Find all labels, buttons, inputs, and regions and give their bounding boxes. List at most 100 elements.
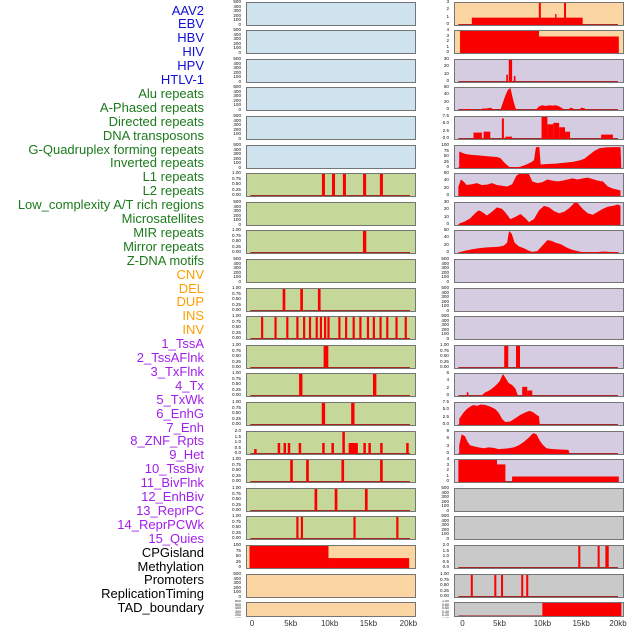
y-tick-label: 7.5 bbox=[442, 114, 449, 118]
y-tick-label: 0.0 bbox=[234, 450, 241, 456]
y-tick-label: 2 bbox=[446, 384, 449, 390]
track-label: 3_TxFlnk bbox=[150, 363, 204, 379]
y-axis-ticks: 1.000.800.600.400.200.00 bbox=[409, 600, 449, 618]
track-plot bbox=[454, 459, 624, 483]
y-tick-label: 4 bbox=[446, 457, 449, 461]
y-tick-label: 200 bbox=[233, 155, 241, 161]
red-series bbox=[458, 147, 622, 168]
y-tick-label: 5.0 bbox=[442, 406, 449, 412]
track-plot bbox=[246, 516, 416, 540]
y-tick-label: 2.5 bbox=[442, 127, 449, 133]
y-tick-label: 0 bbox=[238, 564, 241, 570]
y-tick-label: 400 bbox=[441, 317, 449, 323]
y-axis-ticks: 500 400 300 200 100 0 bbox=[409, 286, 449, 313]
y-tick-label: 0.50 bbox=[232, 467, 241, 473]
y-tick-label: 400 bbox=[233, 88, 241, 94]
y-axis-ticks: 500 400 300 200 100 0 bbox=[201, 200, 241, 227]
track-label: TAD_boundary bbox=[117, 600, 204, 616]
y-tick-label: 0 bbox=[446, 535, 449, 541]
y-tick-label: 200 bbox=[441, 298, 449, 304]
track-label: 12_EnhBiv bbox=[141, 489, 204, 504]
y-tick-label: 0.40 bbox=[442, 609, 449, 614]
y-axis-ticks: 2.0 1.5 1.0 0.5 0.0 bbox=[409, 543, 449, 570]
y-tick-label: 100 bbox=[233, 589, 241, 595]
y-axis-ticks: 30 20 10 0 bbox=[409, 57, 449, 84]
red-series bbox=[458, 460, 619, 482]
y-tick-label: 100 bbox=[233, 160, 241, 166]
track-plot bbox=[454, 288, 624, 312]
y-tick-label: 0.75 bbox=[440, 347, 449, 353]
y-tick-label: 1.00 bbox=[232, 286, 241, 290]
track-plot bbox=[454, 488, 624, 512]
track-plot bbox=[246, 602, 416, 617]
red-series bbox=[250, 346, 410, 368]
y-tick-label: 300 bbox=[233, 93, 241, 99]
y-tick-label: 400 bbox=[233, 31, 241, 37]
y-tick-label: 300 bbox=[233, 8, 241, 14]
y-tick-label: 0 bbox=[446, 21, 449, 27]
y-axis-ticks: 1.00 0.75 0.50 0.25 0.00 bbox=[201, 371, 241, 398]
red-series bbox=[460, 31, 619, 53]
y-tick-label: 500 bbox=[441, 514, 449, 518]
y-tick-label: 0 bbox=[238, 21, 241, 27]
y-tick-label: 25 bbox=[235, 558, 241, 564]
y-tick-label: 100 bbox=[441, 274, 449, 280]
y-tick-label: 0.75 bbox=[232, 318, 241, 324]
y-tick-label: 0.00 bbox=[232, 421, 241, 427]
y-tick-label: 100 bbox=[441, 143, 449, 147]
y-tick-label: 0.00 bbox=[232, 364, 241, 370]
y-axis-ticks: 30 20 10 0 bbox=[409, 200, 449, 227]
y-tick-label: 0 bbox=[446, 478, 449, 484]
red-series bbox=[458, 404, 618, 425]
y-tick-label: 0.60 bbox=[442, 606, 449, 611]
track-plot bbox=[246, 59, 416, 83]
red-series bbox=[458, 203, 621, 225]
track-plot bbox=[454, 574, 624, 598]
y-tick-label: 1.00 bbox=[232, 371, 241, 375]
y-tick-label: 1.00 bbox=[440, 572, 449, 576]
y-tick-label: 4 bbox=[446, 28, 449, 32]
track-plot bbox=[246, 259, 416, 283]
y-tick-label: 200 bbox=[441, 326, 449, 332]
y-tick-label: 7.5 bbox=[442, 400, 449, 404]
y-tick-label: 1 bbox=[446, 13, 449, 19]
y-tick-label: 200 bbox=[233, 126, 241, 132]
track-label: MIR repeats bbox=[133, 224, 204, 240]
y-axis-ticks: 1.00 0.75 0.50 0.25 0.00 bbox=[201, 486, 241, 513]
y-tick-label: 0 bbox=[446, 78, 449, 84]
track-plot bbox=[454, 431, 624, 455]
y-tick-label: 200 bbox=[233, 40, 241, 46]
y-tick-label: 1.00 bbox=[232, 400, 241, 404]
track-label: G-Quadruplex forming repeats bbox=[28, 141, 204, 157]
y-tick-label: 1.00 bbox=[440, 343, 449, 347]
y-axis-ticks: 500 400 300 200 100 0 bbox=[409, 257, 449, 284]
y-tick-label: 500 bbox=[441, 486, 449, 490]
y-tick-label: 0.20 bbox=[442, 613, 449, 618]
track-plot bbox=[454, 402, 624, 426]
y-tick-label: 400 bbox=[233, 146, 241, 152]
y-tick-label: 40 bbox=[443, 234, 449, 240]
red-series bbox=[250, 174, 410, 196]
y-tick-label: 0.00 bbox=[440, 593, 449, 599]
red-series bbox=[250, 517, 410, 539]
y-tick-label: 0 bbox=[446, 164, 449, 170]
x-axis-tick-label: 10kb bbox=[533, 619, 552, 628]
y-tick-label: 0.00 bbox=[232, 478, 241, 484]
y-tick-label: 0.00 bbox=[232, 392, 241, 398]
y-tick-label: 200 bbox=[441, 498, 449, 504]
y-tick-label: 200 bbox=[233, 97, 241, 103]
y-tick-label: 100 bbox=[441, 503, 449, 509]
track-label: EBV bbox=[177, 16, 204, 32]
y-tick-label: 0.5 bbox=[442, 558, 449, 564]
track-plot bbox=[454, 202, 624, 226]
track-plot bbox=[246, 145, 416, 169]
y-tick-label: 2 bbox=[446, 38, 449, 44]
y-tick-label: 0.00 bbox=[440, 364, 449, 370]
y-tick-label: 500 bbox=[233, 0, 241, 4]
y-tick-label: 1.0 bbox=[442, 553, 449, 559]
y-tick-label: 75 bbox=[235, 547, 241, 553]
